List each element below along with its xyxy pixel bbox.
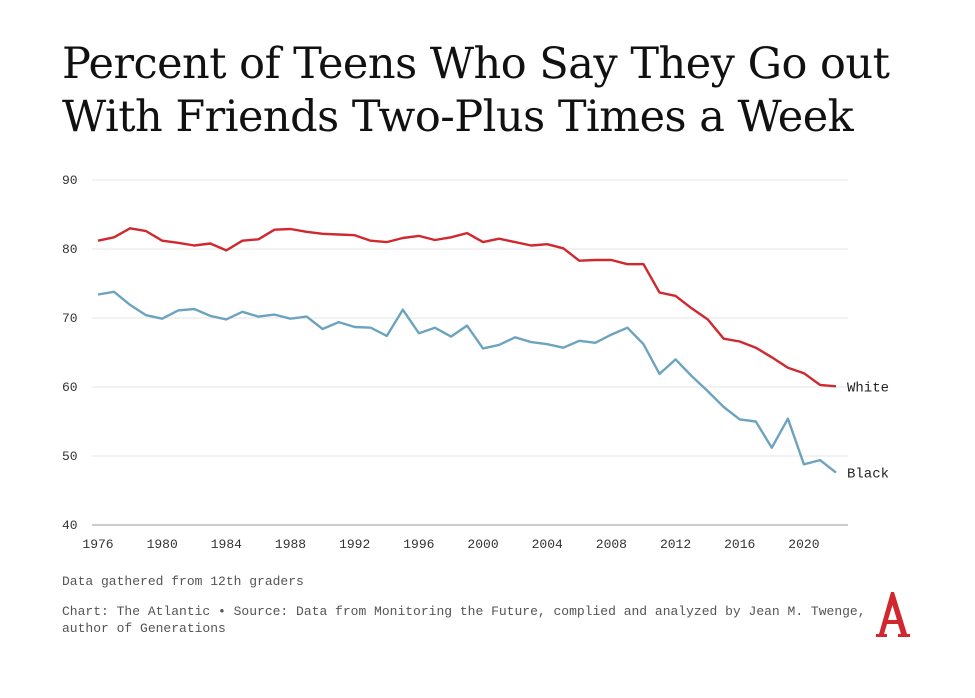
series-lines	[97, 227, 837, 474]
y-tick-label: 70	[62, 311, 78, 326]
y-tick-label: 50	[62, 449, 78, 464]
x-tick-label: 1992	[339, 537, 370, 552]
x-tick-label: 1988	[275, 537, 306, 552]
x-tick-label: 2012	[660, 537, 691, 552]
x-tick-label: 1980	[147, 537, 178, 552]
series-line-white	[97, 227, 837, 388]
y-tick-label: 80	[62, 242, 78, 257]
series-label-white: White	[847, 380, 889, 396]
x-tick-label: 1976	[82, 537, 113, 552]
footnote: Data gathered from 12th graders	[62, 574, 304, 589]
x-tick-label: 1996	[403, 537, 434, 552]
chart-title: Percent of Teens Who Say They Go out Wit…	[62, 39, 890, 142]
series-label-black: Black	[847, 467, 889, 483]
y-tick-label: 60	[62, 380, 78, 395]
series-line-black	[97, 290, 837, 474]
x-tick-label: 2000	[467, 537, 498, 552]
atlantic-logo-icon	[876, 592, 910, 637]
y-tick-label: 40	[62, 518, 78, 533]
grid-lines	[92, 179, 848, 526]
source-credit: Chart: The Atlantic • Source: Data from …	[62, 604, 866, 636]
series-labels: White Black	[847, 380, 889, 482]
x-tick-label: 2004	[532, 537, 563, 552]
x-tick-label: 2020	[788, 537, 819, 552]
y-tick-label: 90	[62, 173, 78, 188]
x-tick-label: 2008	[596, 537, 627, 552]
x-tick-label: 2016	[724, 537, 755, 552]
x-axis-ticks: 1976 1980 1984 1988 1992 1996 2000 2004 2008 2012…	[82, 537, 819, 552]
y-axis-ticks: 40 50 60 70 80 90	[62, 173, 78, 533]
x-tick-label: 1984	[211, 537, 242, 552]
